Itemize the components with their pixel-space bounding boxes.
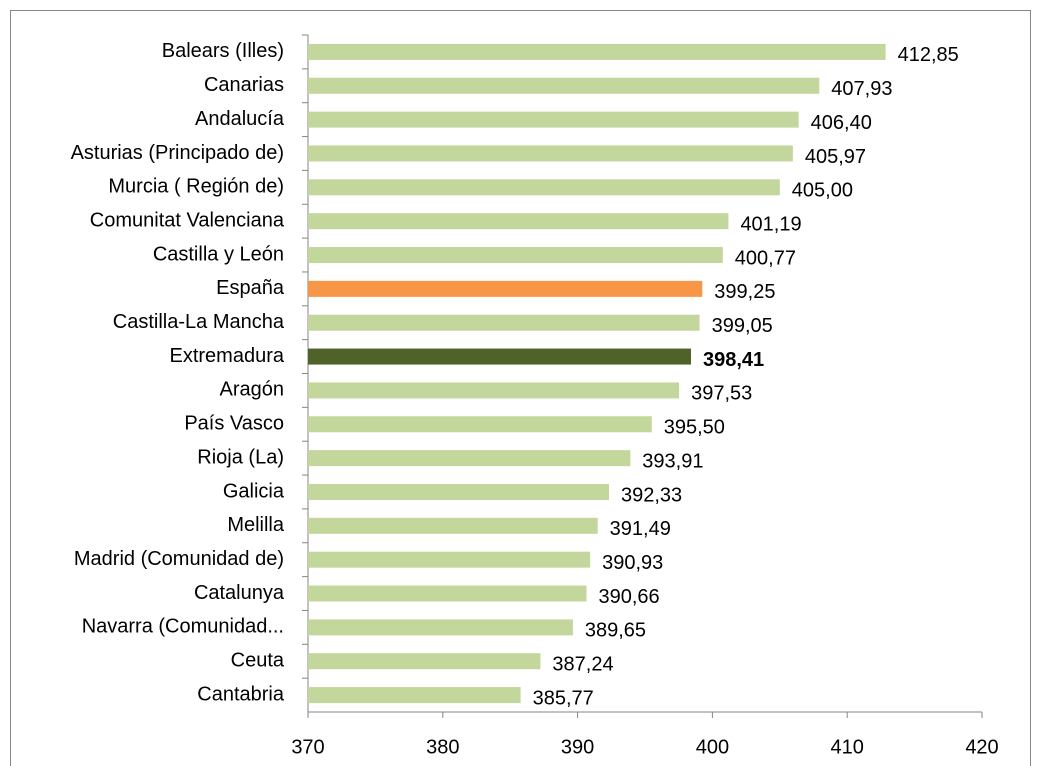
y-tick-label: Asturias (Principado de) [71, 142, 284, 164]
y-tick-label: Extremadura [170, 345, 285, 367]
bar [308, 247, 723, 264]
y-tick-label: Melilla [227, 514, 285, 536]
y-tick-label: España [216, 277, 285, 299]
bar [308, 111, 799, 128]
bar [308, 653, 541, 670]
bar [308, 280, 703, 297]
y-tick-label: Andalucía [195, 108, 285, 130]
value-label: 390,66 [598, 586, 659, 608]
y-tick-label: Murcia ( Región de) [108, 176, 284, 198]
value-label: 389,65 [585, 620, 646, 642]
y-tick-label: Canarias [204, 74, 284, 96]
y-tick-label: País Vasco [184, 413, 284, 435]
value-label: 401,19 [740, 213, 801, 235]
bar [308, 348, 691, 365]
value-label: 393,91 [642, 450, 703, 472]
bar [308, 450, 631, 467]
bar [308, 483, 610, 500]
value-label: 405,97 [805, 146, 866, 168]
value-label: 412,85 [898, 44, 959, 66]
bar [308, 619, 573, 636]
y-tick-label: Madrid (Comunidad de) [74, 548, 284, 570]
bar [308, 77, 820, 94]
bar [308, 416, 652, 433]
y-tick-label: Galicia [223, 480, 285, 502]
y-tick-label: Castilla y León [153, 243, 284, 265]
y-tick-label: Castilla-La Mancha [113, 311, 285, 333]
x-tick-label: 380 [426, 736, 459, 758]
bar [308, 585, 587, 602]
value-label: 390,93 [602, 552, 663, 574]
bar [308, 43, 886, 60]
x-tick-label: 410 [831, 736, 864, 758]
value-label: 400,77 [735, 247, 796, 269]
x-tick-label: 400 [696, 736, 729, 758]
y-tick-label: Cantabria [197, 683, 285, 705]
bar [308, 179, 780, 196]
y-tick-label: Catalunya [194, 582, 285, 604]
bar [308, 551, 591, 568]
value-label: 392,33 [621, 484, 682, 506]
value-label: 391,49 [610, 518, 671, 540]
bar [308, 145, 793, 162]
y-tick-label: Ceuta [231, 650, 285, 672]
value-label: 395,50 [664, 417, 725, 439]
value-label: 387,24 [552, 654, 613, 676]
y-tick-label: Navarra (Comunidad... [82, 616, 284, 638]
y-tick-label: Aragón [220, 379, 285, 401]
y-tick-label: Balears (Illes) [162, 40, 284, 62]
x-tick-label: 420 [965, 736, 998, 758]
chart-border [10, 10, 1031, 766]
value-label: 405,00 [792, 180, 853, 202]
value-label: 385,77 [533, 687, 594, 709]
bar [308, 213, 729, 230]
bar [308, 517, 598, 534]
bar [308, 382, 680, 399]
value-label: 399,25 [714, 281, 775, 303]
bar [308, 687, 521, 704]
value-label: 397,53 [691, 383, 752, 405]
y-tick-label: Comunitat Valenciana [90, 209, 285, 231]
y-tick-label: Rioja (La) [197, 446, 284, 468]
value-label: 399,05 [712, 315, 773, 337]
bar [308, 314, 700, 331]
value-label: 398,41 [703, 349, 764, 371]
x-tick-label: 370 [291, 736, 324, 758]
value-label: 407,93 [831, 78, 892, 100]
value-label: 406,40 [811, 112, 872, 134]
x-tick-label: 390 [561, 736, 594, 758]
